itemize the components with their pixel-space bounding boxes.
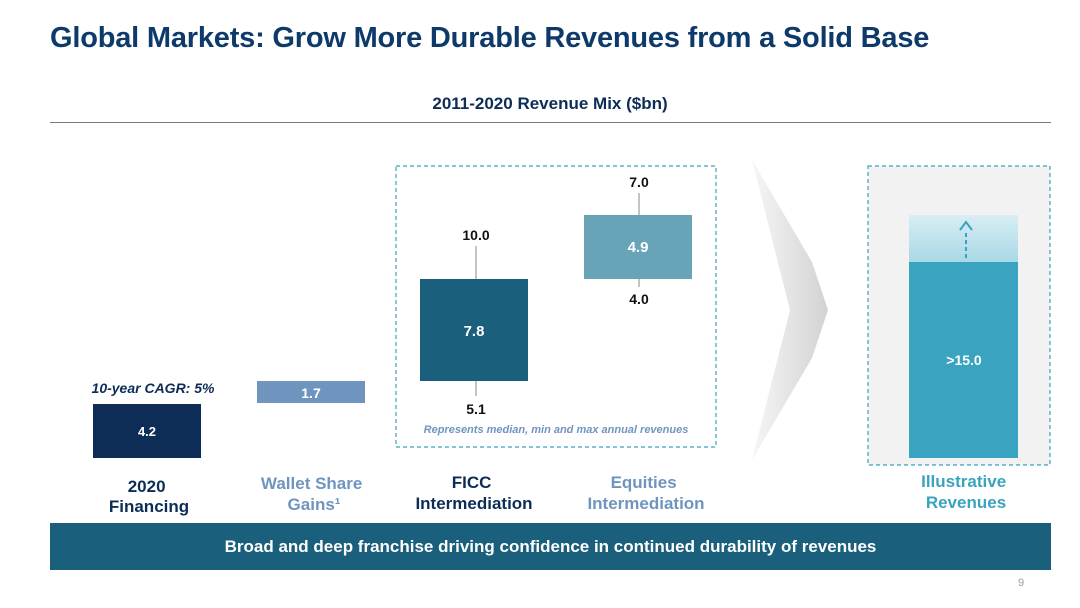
bar-wallet-share-label: 1.7: [301, 385, 321, 401]
ficc-max-label: 10.0: [462, 227, 489, 243]
category-label-financing-line1: 2020: [128, 477, 166, 496]
category-label-wallet-share-line2: Gains¹: [288, 495, 341, 514]
category-label-equities: Equities Intermediation: [587, 473, 704, 513]
revenue-mix-chart: 10-year CAGR: 5% 4.2 1.7 7.8 10.0 5.1 4.…: [92, 160, 1051, 516]
category-label-equities-line1: Equities: [611, 473, 677, 492]
category-label-ficc-line1: FICC: [452, 473, 492, 492]
bar-ficc: [420, 279, 528, 381]
page-number: 9: [1018, 577, 1025, 589]
bar-financing-label: 4.2: [138, 424, 156, 439]
chart-title: 2011-2020 Revenue Mix ($bn): [432, 94, 668, 113]
upside-arrow-icon: [959, 220, 973, 231]
bar-illustrative: [909, 262, 1018, 458]
category-label-illustrative-line2: Revenues: [926, 493, 1006, 512]
category-label-financing-line2: Financing: [109, 497, 189, 516]
category-label-financing: 2020 Financing: [109, 477, 189, 516]
category-label-illustrative-line1: Illustrative: [921, 472, 1006, 491]
bar-ficc-label: 7.8: [464, 323, 485, 340]
category-label-illustrative: Illustrative Revenues: [921, 472, 1011, 512]
category-label-ficc-line2: Intermediation: [415, 494, 532, 513]
bar-wallet-share: [257, 381, 365, 403]
bar-illustrative-upside: [909, 215, 1018, 262]
chevron-arrow-icon: [752, 160, 828, 460]
bar-illustrative-label: >15.0: [946, 352, 982, 368]
range-annotation: Represents median, min and max annual re…: [424, 424, 689, 436]
title-divider: [50, 122, 1051, 123]
equities-min-label: 4.0: [629, 291, 649, 307]
category-label-ficc: FICC Intermediation: [415, 473, 532, 513]
cagr-note: 10-year CAGR: 5%: [92, 380, 215, 396]
bar-equities: [584, 215, 692, 279]
bar-financing: [93, 404, 201, 458]
category-label-equities-line2: Intermediation: [587, 494, 704, 513]
slide-title: Global Markets: Grow More Durable Revenu…: [50, 22, 930, 54]
bar-equities-label: 4.9: [628, 239, 649, 256]
category-label-wallet-share-line1: Wallet Share: [261, 474, 362, 493]
summary-banner: Broad and deep franchise driving confide…: [50, 523, 1051, 570]
category-label-wallet-share: Wallet Share Gains¹: [261, 474, 367, 514]
equities-max-label: 7.0: [629, 174, 649, 190]
ficc-min-label: 5.1: [466, 401, 486, 417]
